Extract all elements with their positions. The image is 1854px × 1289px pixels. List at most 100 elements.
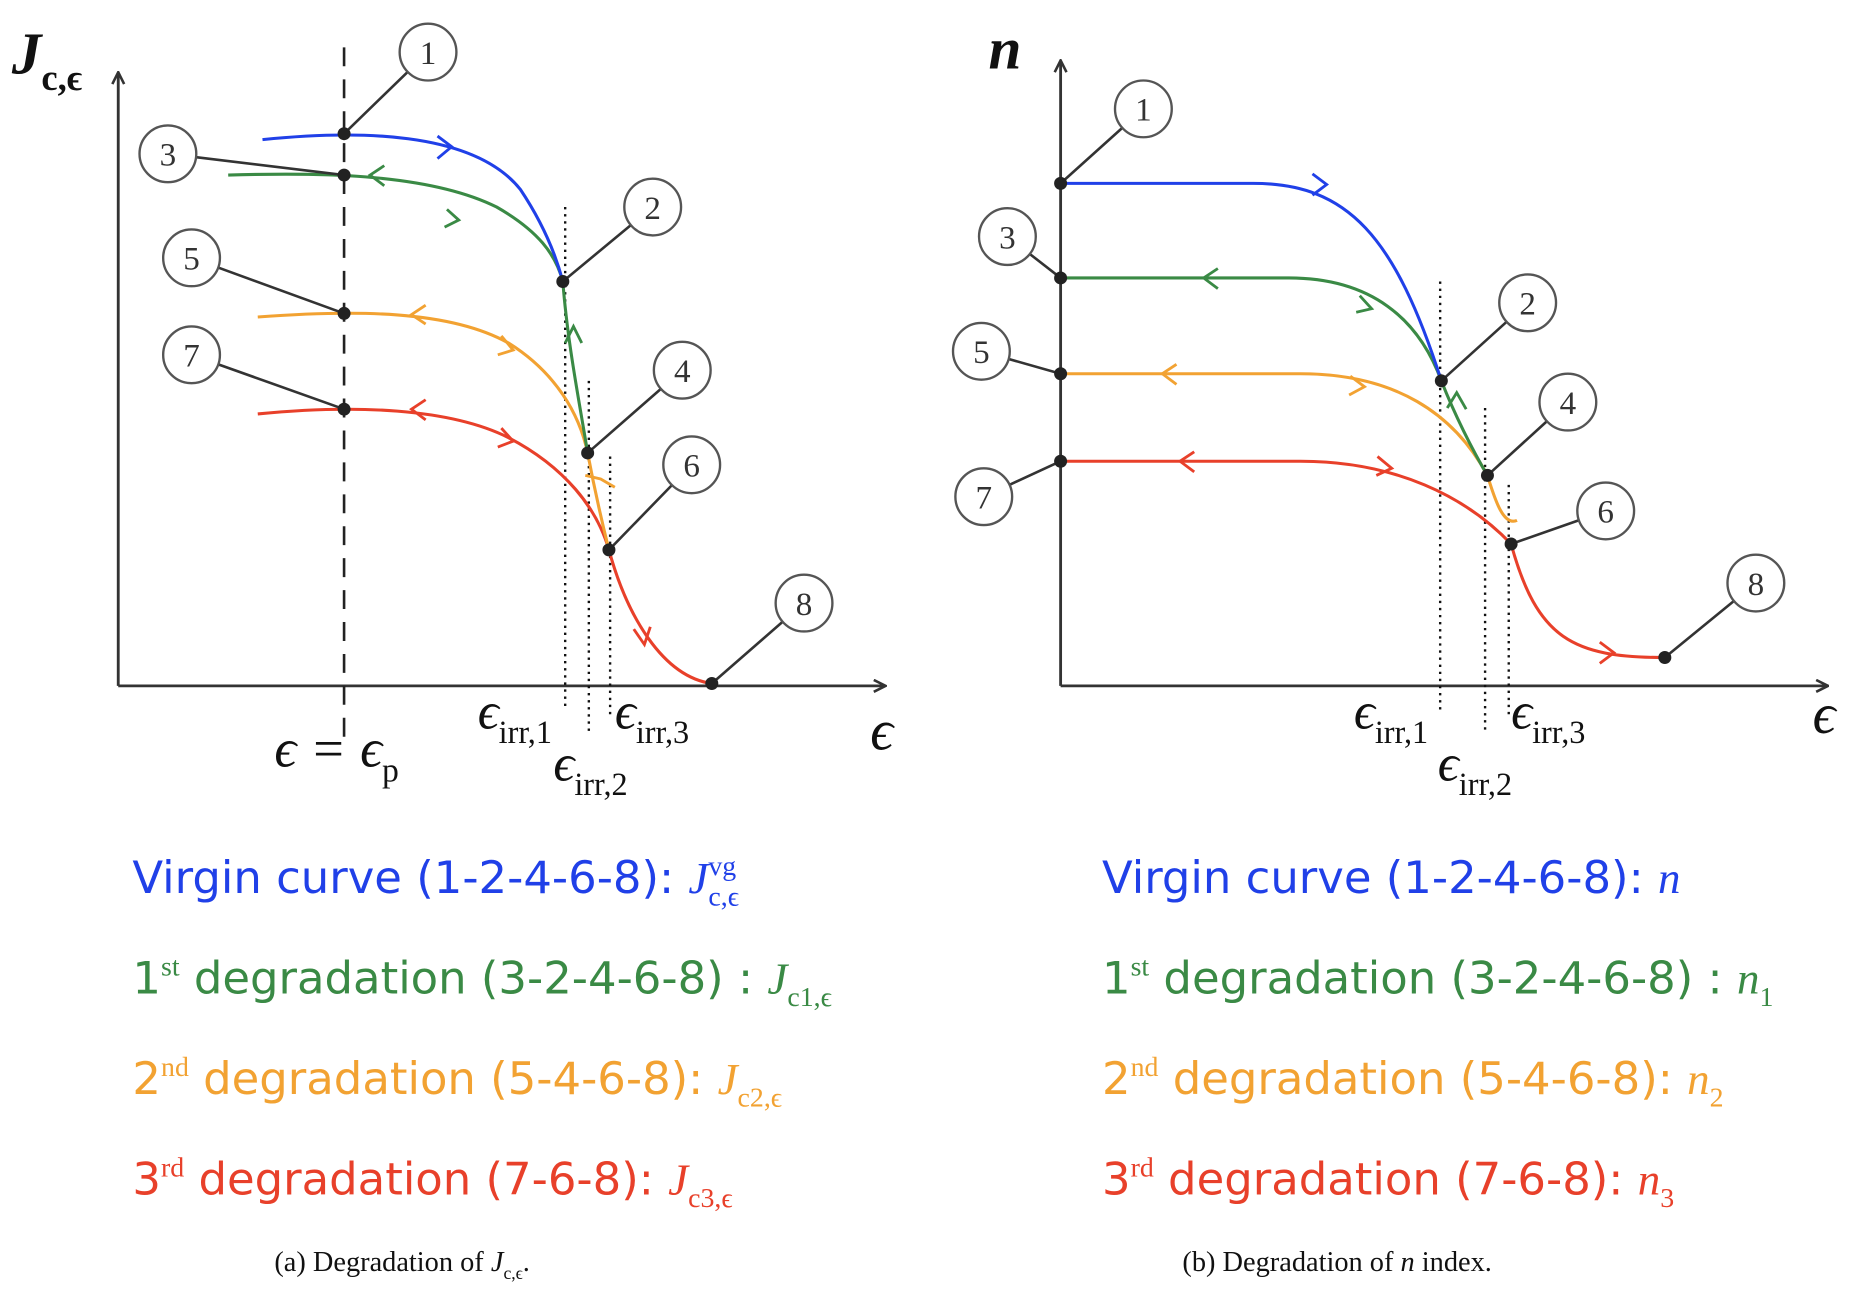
point [602,543,616,557]
legend-entry-part: n [1638,1154,1660,1204]
legend-entry-part: c,ϵ [708,881,739,912]
leader-line [1440,320,1508,382]
leader-line [217,363,345,411]
irr-label-part: ϵ [478,683,501,740]
point [1054,271,1068,285]
point-label-circle [1576,481,1636,541]
leader-line [1059,126,1124,185]
caption-part: J [491,1247,505,1278]
direction-arrows [367,134,652,648]
point [337,306,351,320]
legend-entry-part: rd [161,1152,184,1183]
legend-entry-part: Virgin curve (1-2-4-6-8): [132,851,688,904]
point-label-circle [623,177,683,237]
irr-label-part: irr,1 [1375,714,1428,750]
curve-green [1060,276,1489,477]
point-label: 2 [1519,287,1536,323]
legend-entry-part: n [1658,853,1680,903]
legend-entry-part: 3 [132,1152,161,1205]
y-axis-label-part: J [11,20,44,86]
point [705,677,719,691]
point-label: 3 [999,220,1016,256]
irr-label-part: ϵ [1438,735,1461,792]
point-label-circle [398,22,458,82]
irr-label-part: ϵ [1511,683,1534,740]
legend-entry-part: J [718,1054,740,1104]
point-label-circle [161,228,222,288]
irr-label: ϵirr,1 [1354,683,1428,750]
point-label-circle [1538,372,1598,432]
leader-line [1008,357,1061,375]
leader-line [217,266,345,315]
caption: (b) Degradation of n index. [1182,1247,1492,1278]
point [1480,468,1494,482]
direction-arrows [1159,172,1617,665]
legend-entry-part: 3 [1102,1152,1131,1205]
leader-line [195,155,345,177]
caption-part: c,ϵ [503,1263,522,1283]
point-label: 3 [160,138,177,174]
irr-label-part: irr,2 [574,766,627,802]
leader-line [1486,420,1548,477]
leader-line [710,620,784,685]
point-label-circle [662,435,722,495]
legend-entry-part: n [1687,1054,1709,1104]
curve-orange [257,311,611,551]
leader-line [561,224,632,283]
point [556,275,570,289]
leader-line [1008,460,1062,486]
legend-entry-part: degradation (5-4-6-8): [1158,1052,1687,1105]
irr-label: ϵirr,3 [615,683,689,750]
point-label: 6 [1597,495,1614,531]
point-label-circle [1498,273,1558,333]
legend-entry-part: 2 [1102,1052,1131,1105]
point-label-circle [951,321,1011,381]
legend-entry-part: 2 [1710,1082,1724,1113]
legend-entry: Virgin curve (1-2-4-6-8): Jvg c,ϵ [132,851,739,913]
point [1658,651,1672,665]
legend-entry-part: n [1737,953,1759,1003]
legend-entry-part: 1 [132,951,161,1004]
point-label: 2 [644,191,661,227]
irr-label-part: ϵ [615,683,638,740]
point-label: 8 [1748,567,1765,603]
point-label-circle [1113,79,1173,139]
y-axis-label: Jc,ϵ [11,20,82,98]
legend-entry: 1st degradation (3-2-4-6-8) : Jc1,ϵ [132,951,831,1013]
point-label: 8 [796,587,813,623]
point [1434,374,1448,388]
y-axis-label-part: n [988,16,1021,82]
irr-label-part: irr,3 [636,714,689,750]
legend-entry-part: degradation (5-4-6-8): [189,1052,718,1105]
point-label-circle [977,207,1037,267]
panel-b-drawing [1061,62,1827,734]
legend-entry: 2nd degradation (5-4-6-8): Jc2,ϵ [132,1052,782,1114]
caption: (a) Degradation of Jc,ϵ. [274,1247,530,1283]
point [1054,367,1068,381]
x-axis-label-part: ϵ [870,700,895,763]
point-label: 5 [973,335,990,371]
leader-line [1663,599,1735,659]
strain-marker-part: p [382,753,399,790]
irr-label: ϵirr,2 [1438,735,1512,802]
legend-entry-part: J [668,1154,690,1204]
x-axis-label-part: ϵ [1813,683,1838,746]
legend-entry-part: nd [1131,1052,1159,1083]
irr-label: ϵirr,2 [553,735,627,802]
legend-entry-part: 1 [1102,951,1131,1004]
legend-entry-part: degradation (3-2-4-6-8) : [180,951,768,1004]
point [581,446,595,460]
point-label-circle [138,124,198,184]
irr-label: ϵirr,1 [478,683,552,750]
point-label: 7 [183,339,200,375]
caption-part: n [1401,1247,1415,1278]
legend-entry-part: Virgin curve (1-2-4-6-8): [1102,851,1658,904]
point-label: 1 [420,36,437,72]
point-label-circle [954,467,1014,527]
irr-label: ϵirr,3 [1511,683,1585,750]
legend-entry-part: st [1131,951,1150,982]
strain-marker: ϵ = ϵp [274,718,399,789]
point-label: 7 [975,481,992,517]
